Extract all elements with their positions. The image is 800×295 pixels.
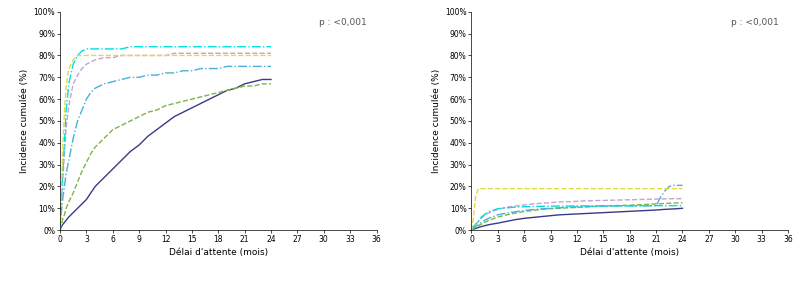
X-axis label: Délai d'attente (mois): Délai d'attente (mois): [580, 248, 679, 257]
Y-axis label: Incidence cumulée (%): Incidence cumulée (%): [432, 69, 441, 173]
Text: p : <0,001: p : <0,001: [319, 18, 367, 27]
X-axis label: Délai d'attente (mois): Délai d'attente (mois): [169, 248, 268, 257]
Y-axis label: Incidence cumulée (%): Incidence cumulée (%): [20, 69, 30, 173]
Text: p : <0,001: p : <0,001: [730, 18, 778, 27]
